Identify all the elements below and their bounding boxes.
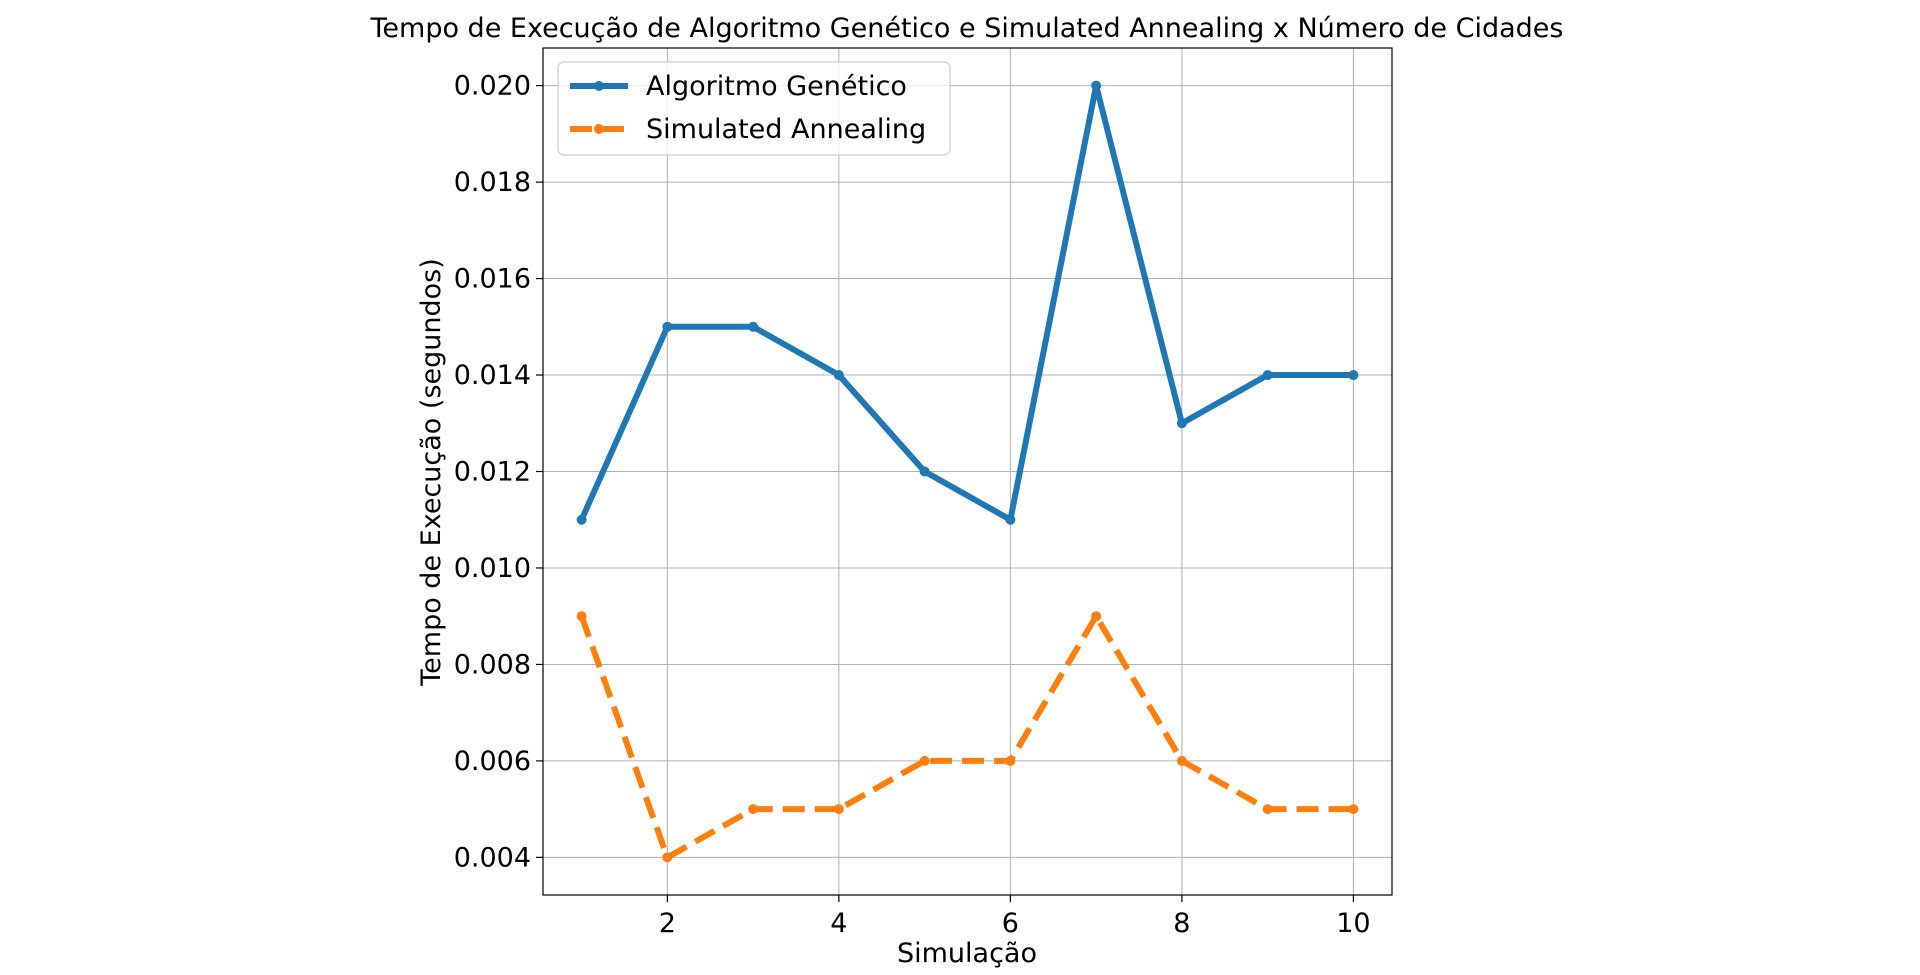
series-algoritmo-genetico xyxy=(576,80,1359,525)
data-point xyxy=(1348,370,1359,381)
data-point xyxy=(1348,804,1359,815)
data-point xyxy=(748,321,759,332)
legend-entry: Algoritmo Genético xyxy=(570,71,907,102)
axis-ticks: 2 4 6 8 10 0.004 0.006 0.008 0.010 0.012 0.014 0.01… xyxy=(454,71,1371,939)
y-tick-label: 0.006 xyxy=(454,746,531,777)
data-point xyxy=(833,370,844,381)
data-point xyxy=(1262,370,1273,381)
y-tick-label: 0.016 xyxy=(454,264,531,295)
y-tick-label: 0.010 xyxy=(454,553,531,584)
x-tick-label: 4 xyxy=(830,908,847,939)
x-tick-label: 2 xyxy=(659,908,676,939)
legend-box xyxy=(557,61,951,156)
data-point xyxy=(662,321,673,332)
x-tick-label: 10 xyxy=(1336,908,1370,939)
data-point xyxy=(662,852,673,863)
series-line xyxy=(578,613,1354,861)
legend-label: Simulated Annealing xyxy=(646,114,926,145)
data-point xyxy=(1176,755,1187,766)
series-simulated-annealing xyxy=(576,611,1359,863)
data-point xyxy=(833,804,844,815)
data-point xyxy=(1005,514,1016,525)
x-tick-label: 6 xyxy=(1002,908,1019,939)
series-line xyxy=(578,82,1354,523)
grid-lines xyxy=(543,48,1392,895)
data-point xyxy=(1091,611,1102,622)
series-layer xyxy=(576,80,1359,863)
y-axis-label: Tempo de Execução (segundos) xyxy=(416,258,447,687)
data-point xyxy=(576,514,587,525)
data-point xyxy=(1176,418,1187,429)
data-point xyxy=(919,755,930,766)
legend-marker xyxy=(594,124,604,134)
data-point xyxy=(1005,755,1016,766)
chart-title: Tempo de Execução de Algoritmo Genético … xyxy=(370,13,1564,44)
legend: Algoritmo Genético Simulated Annealing xyxy=(557,61,951,156)
data-point xyxy=(748,804,759,815)
legend-label: Algoritmo Genético xyxy=(646,71,907,102)
y-tick-label: 0.020 xyxy=(454,71,531,102)
x-axis-label: Simulação xyxy=(897,938,1037,969)
y-tick-label: 0.004 xyxy=(454,842,531,873)
y-tick-label: 0.018 xyxy=(454,167,531,198)
data-point xyxy=(576,611,587,622)
legend-entry: Simulated Annealing xyxy=(570,114,926,145)
y-tick-label: 0.008 xyxy=(454,649,531,680)
data-point xyxy=(919,466,930,477)
y-tick-label: 0.012 xyxy=(454,457,531,488)
x-tick-label: 8 xyxy=(1173,908,1190,939)
y-tick-label: 0.014 xyxy=(454,360,531,391)
data-point xyxy=(1262,804,1273,815)
data-point xyxy=(1091,80,1102,91)
legend-marker xyxy=(594,81,604,91)
